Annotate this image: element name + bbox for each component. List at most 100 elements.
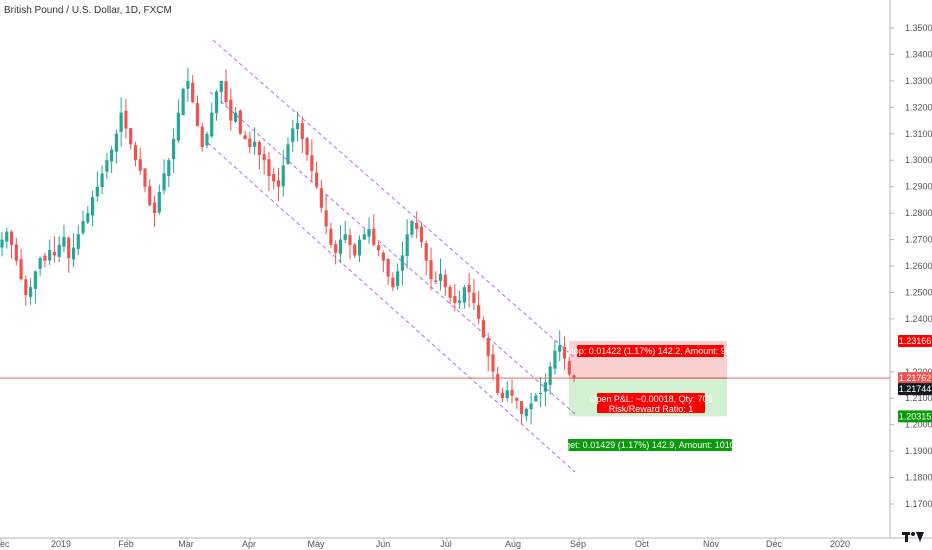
channel-mid-line xyxy=(209,91,576,415)
y-tick-label: 1.34000 xyxy=(905,49,932,59)
target-label-text: Target: 0.01429 (1.17%) 142.9, Amount: 1… xyxy=(553,440,748,450)
candle-body xyxy=(5,231,9,242)
y-tick-label: 1.29000 xyxy=(905,182,932,192)
price-tag-label: 1.21744 xyxy=(899,384,932,394)
x-tick-label: Aug xyxy=(505,539,521,549)
candle-body xyxy=(262,154,266,161)
candle-body xyxy=(353,244,357,256)
x-tick-label: Sep xyxy=(570,539,586,549)
candle-body xyxy=(415,222,419,229)
candle-body xyxy=(567,361,571,375)
y-tick-label: 1.30000 xyxy=(905,155,932,165)
pnl-label-box xyxy=(597,393,705,413)
candle-body xyxy=(129,128,133,145)
candle-body xyxy=(181,88,185,116)
y-tick-label: 1.17000 xyxy=(905,499,932,509)
candle-body xyxy=(195,103,200,126)
candle-body xyxy=(539,392,543,394)
candle-body xyxy=(95,186,99,197)
x-tick-label: Jul xyxy=(440,539,452,549)
candle-body xyxy=(300,123,304,140)
candle-body xyxy=(519,401,524,415)
stop-label-box xyxy=(577,345,724,357)
candle-body xyxy=(419,226,424,243)
candle-body xyxy=(233,112,238,122)
candle-body xyxy=(481,320,486,338)
candle-body xyxy=(62,236,66,247)
candle-body xyxy=(429,260,433,280)
candle-body xyxy=(548,366,552,385)
candle-body xyxy=(543,382,547,392)
candle-body xyxy=(9,231,14,245)
candle-body xyxy=(496,374,500,393)
candle-body xyxy=(110,149,114,162)
y-tick-label: 1.25000 xyxy=(905,287,932,297)
candle-body xyxy=(133,145,138,161)
tradingview-logo-icon xyxy=(902,532,924,542)
x-tick-label: ec xyxy=(0,539,10,549)
candle-body xyxy=(67,237,71,259)
candle-body xyxy=(29,287,33,297)
candle-body xyxy=(467,284,471,293)
y-tick-label: 1.19000 xyxy=(905,446,932,456)
candle-body xyxy=(71,247,76,260)
candle-body xyxy=(343,234,347,241)
candle-body xyxy=(438,273,443,281)
candle-body xyxy=(148,186,152,206)
candle-body xyxy=(24,279,28,296)
x-tick-label: Feb xyxy=(118,539,134,549)
x-tick-label: 2020 xyxy=(830,539,850,549)
candle-body xyxy=(553,350,557,369)
price-tag-box xyxy=(898,334,932,347)
candle-body xyxy=(19,259,23,280)
y-tick-label: 1.35000 xyxy=(905,23,932,33)
candle-body xyxy=(186,80,190,89)
candle-body xyxy=(200,126,204,147)
candle-body xyxy=(76,234,80,249)
candle-body xyxy=(472,292,476,304)
candle-body xyxy=(458,300,462,303)
candle-body xyxy=(319,188,323,208)
y-tick-label: 1.20000 xyxy=(905,420,932,430)
candle-body xyxy=(152,202,157,214)
candle-body xyxy=(348,235,352,245)
price-tag-label: 1.21762 xyxy=(899,373,932,383)
y-tick-label: 1.33000 xyxy=(905,76,932,86)
candle-body xyxy=(434,280,438,282)
y-tick-label: 1.28000 xyxy=(905,208,932,218)
x-tick-label: May xyxy=(307,539,325,549)
candle-body xyxy=(238,110,242,134)
candle-body xyxy=(210,112,214,137)
candle-body xyxy=(462,287,466,303)
candle-body xyxy=(295,123,300,130)
candle-body xyxy=(167,160,171,176)
x-tick-label: Dec xyxy=(766,539,783,549)
candle-body xyxy=(33,271,37,289)
candle-body xyxy=(276,180,281,187)
candle-body xyxy=(534,395,538,402)
candle-body xyxy=(453,296,457,304)
candle-body xyxy=(43,255,47,261)
candle-body xyxy=(334,244,338,253)
y-tick-label: 1.32000 xyxy=(905,102,932,112)
x-tick-label: Jun xyxy=(376,539,391,549)
candle-body xyxy=(224,81,228,103)
candle-body xyxy=(424,243,428,261)
candle-body xyxy=(57,244,61,257)
candle-body xyxy=(105,160,109,172)
candle-body xyxy=(48,250,52,261)
pnl-label-text: Open P&L: −0.00018, Qty: 703 xyxy=(589,394,712,404)
candle-body xyxy=(172,139,176,160)
candle-body xyxy=(219,80,223,92)
x-tick-label: Nov xyxy=(703,539,720,549)
candle-body xyxy=(558,345,562,352)
candle-body xyxy=(267,159,271,177)
candle-body xyxy=(486,338,490,356)
y-tick-label: 1.18000 xyxy=(905,473,932,483)
x-tick-label: Mar xyxy=(178,539,194,549)
candle-body xyxy=(38,258,42,269)
candle-body xyxy=(157,191,161,213)
candle-body xyxy=(0,239,4,248)
